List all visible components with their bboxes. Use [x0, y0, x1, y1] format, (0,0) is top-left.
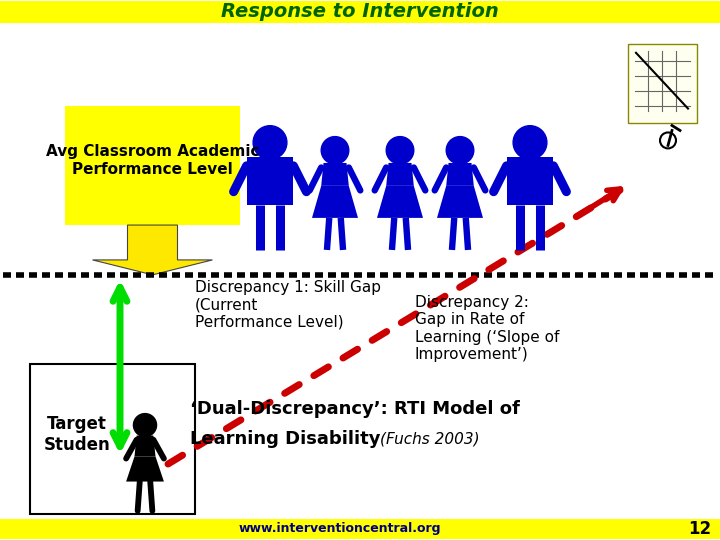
FancyBboxPatch shape	[628, 44, 697, 123]
Text: 12: 12	[688, 519, 711, 538]
Text: Learning Disability: Learning Disability	[190, 430, 380, 448]
Text: Avg Classroom Academic
Performance Level: Avg Classroom Academic Performance Level	[46, 144, 259, 177]
Polygon shape	[135, 436, 156, 456]
Polygon shape	[321, 163, 348, 186]
Polygon shape	[386, 163, 414, 186]
Polygon shape	[377, 186, 423, 218]
Polygon shape	[92, 225, 212, 275]
Circle shape	[446, 137, 474, 164]
Text: Response to Intervention: Response to Intervention	[221, 3, 499, 22]
Bar	[0, 519, 720, 539]
FancyBboxPatch shape	[30, 364, 195, 514]
Bar	[0, 1, 720, 23]
Circle shape	[253, 126, 287, 159]
Circle shape	[133, 414, 156, 437]
Polygon shape	[246, 157, 294, 205]
Text: www.interventioncentral.org: www.interventioncentral.org	[239, 522, 441, 535]
FancyBboxPatch shape	[65, 106, 240, 225]
Polygon shape	[507, 157, 554, 205]
Text: Target
Studen: Target Studen	[44, 415, 110, 454]
Polygon shape	[437, 186, 483, 218]
Text: Discrepancy 1: Skill Gap
(Current
Performance Level): Discrepancy 1: Skill Gap (Current Perfor…	[195, 280, 381, 329]
Circle shape	[321, 137, 348, 164]
Circle shape	[513, 126, 547, 159]
Circle shape	[386, 137, 414, 164]
Polygon shape	[126, 456, 164, 482]
Polygon shape	[312, 186, 358, 218]
Text: ‘Dual-Discrepancy’: RTI Model of: ‘Dual-Discrepancy’: RTI Model of	[190, 400, 520, 418]
Text: Discrepancy 2:
Gap in Rate of
Learning (‘Slope of
Improvement’): Discrepancy 2: Gap in Rate of Learning (…	[415, 295, 559, 362]
Text: (Fuchs 2003): (Fuchs 2003)	[380, 431, 480, 447]
Polygon shape	[446, 163, 474, 186]
